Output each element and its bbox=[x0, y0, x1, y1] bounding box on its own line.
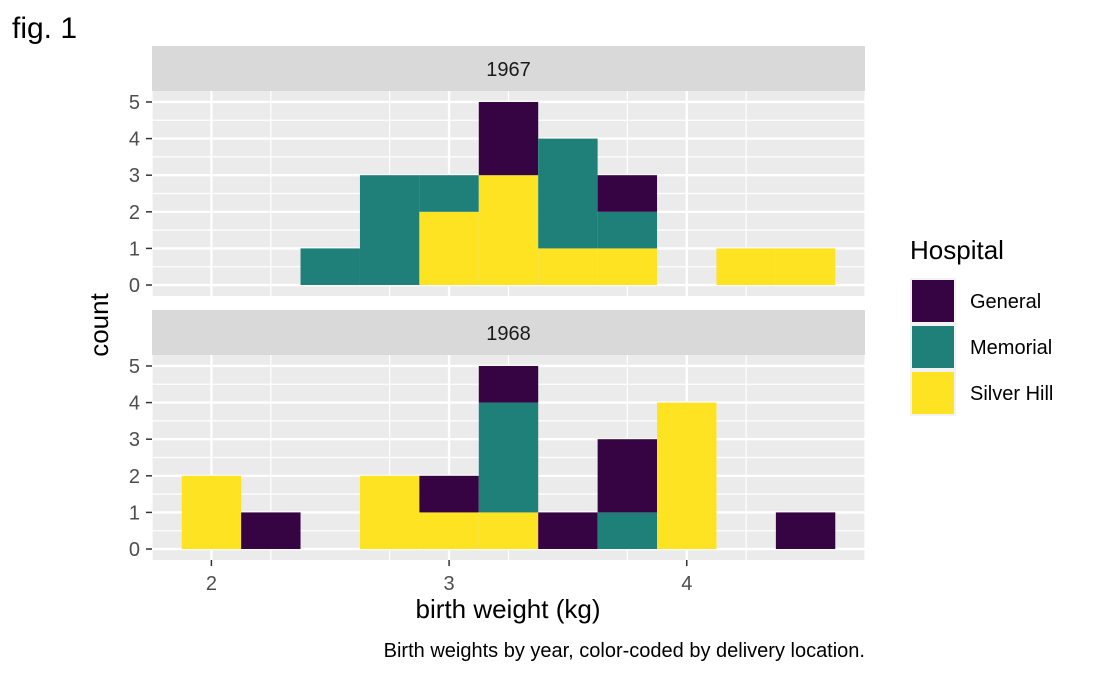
y-tick-label: 2 bbox=[129, 202, 140, 224]
bar-segment-silver-hill bbox=[775, 248, 836, 286]
panel-1967: 1967 bbox=[151, 46, 866, 296]
bar-segment-general bbox=[538, 512, 598, 550]
bar-segment-general bbox=[478, 365, 539, 403]
bar-segment-memorial bbox=[538, 138, 598, 249]
y-tick-label: 1 bbox=[129, 502, 140, 524]
bar-segment-memorial bbox=[597, 512, 658, 550]
legend-swatch-silver-hill bbox=[912, 372, 954, 414]
bar-segment-silver-hill bbox=[359, 475, 420, 550]
facet-strip bbox=[152, 46, 865, 91]
legend-swatch-memorial bbox=[912, 326, 954, 368]
panels-layer: 1967 1968 bbox=[151, 46, 866, 560]
facet-strip-label: 1968 bbox=[486, 323, 531, 345]
x-axis-title: birth weight (kg) bbox=[416, 594, 601, 624]
bar-segment-silver-hill bbox=[419, 211, 479, 286]
y-tick-label: 0 bbox=[129, 275, 140, 297]
bar-segment-memorial bbox=[419, 175, 479, 212]
legend-title: Hospital bbox=[910, 235, 1004, 265]
bar-segment-silver-hill bbox=[181, 475, 242, 550]
y-tick-label: 4 bbox=[129, 129, 140, 151]
panel-1968: 1968 bbox=[151, 310, 866, 560]
bar-segment-silver-hill bbox=[657, 402, 717, 550]
y-tick-label: 0 bbox=[129, 539, 140, 561]
y-tick-label: 1 bbox=[129, 238, 140, 260]
legend-label: Memorial bbox=[970, 337, 1052, 359]
bar-segment-silver-hill bbox=[478, 175, 539, 286]
x-tick-label: 3 bbox=[444, 573, 455, 595]
bar-segment-silver-hill bbox=[419, 512, 479, 550]
bar-segment-memorial bbox=[478, 402, 539, 513]
legend-label: Silver Hill bbox=[970, 383, 1053, 405]
bar-segment-general bbox=[241, 512, 301, 550]
y-axis-title: count bbox=[84, 292, 114, 356]
y-tick-label: 5 bbox=[129, 356, 140, 378]
bar-segment-memorial bbox=[300, 248, 360, 286]
bar-segment-silver-hill bbox=[538, 248, 598, 286]
axis-layer: birth weight (kg) count 0 1 2 3 4 5 0 1 2 3 4 5 2 3 4 bbox=[84, 92, 692, 624]
bar-segment-general bbox=[597, 439, 658, 513]
y-tick-label: 3 bbox=[129, 429, 140, 451]
y-tick-label: 2 bbox=[129, 466, 140, 488]
facet-strip-label: 1967 bbox=[486, 59, 531, 81]
bar-segment-general bbox=[419, 475, 479, 513]
facet-strip bbox=[152, 310, 865, 355]
figure-caption: Birth weights by year, color-coded by de… bbox=[383, 640, 865, 662]
bar-segment-silver-hill bbox=[478, 512, 539, 550]
legend-label: General bbox=[970, 291, 1041, 313]
x-tick-label: 2 bbox=[206, 573, 217, 595]
bar-segment-memorial bbox=[359, 175, 420, 286]
bar-segment-general bbox=[478, 101, 539, 176]
bar-segment-memorial bbox=[597, 211, 658, 249]
y-tick-label: 4 bbox=[129, 393, 140, 415]
bar-segment-silver-hill bbox=[716, 248, 776, 286]
x-tick-label: 4 bbox=[681, 573, 692, 595]
bar-segment-general bbox=[597, 175, 658, 212]
bar-segment-silver-hill bbox=[597, 248, 658, 286]
bar-segment-general bbox=[775, 512, 836, 550]
y-tick-label: 3 bbox=[129, 165, 140, 187]
legend-swatch-general bbox=[912, 280, 954, 322]
y-tick-label: 5 bbox=[129, 92, 140, 114]
figure-label: fig. 1 bbox=[12, 12, 78, 45]
legend: Hospital General Memorial Silver Hill bbox=[910, 235, 1053, 416]
